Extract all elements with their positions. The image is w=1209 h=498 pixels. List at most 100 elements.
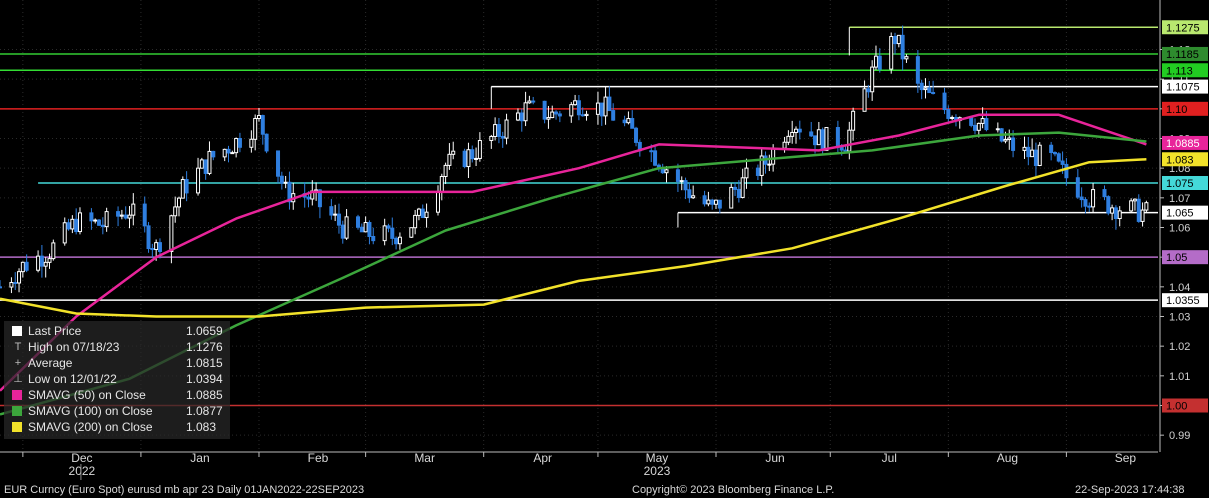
candle-body	[413, 214, 418, 229]
candle-body	[542, 100, 547, 120]
candle-body	[691, 195, 696, 199]
candle-body	[946, 109, 951, 119]
level-label: 1.083	[1166, 154, 1194, 166]
x-month-label: Jun	[765, 451, 784, 465]
candle-body	[603, 96, 608, 117]
candle-body	[409, 227, 414, 238]
candle-body	[333, 213, 338, 216]
candle-body	[1091, 189, 1096, 208]
candle-body	[226, 148, 231, 154]
candle-body	[180, 179, 185, 199]
legend-swatch	[12, 422, 22, 432]
y-tick-label: 1.06	[1169, 223, 1190, 235]
candle-body	[390, 227, 395, 239]
candle-body	[150, 248, 155, 251]
candle-body	[317, 189, 322, 208]
candle-body	[199, 159, 204, 169]
candle-body	[36, 255, 41, 271]
candle-body	[20, 261, 25, 273]
y-tick-label: 1.07	[1169, 193, 1190, 205]
x-axis: Dec Jan Feb Mar Apr May Jun Jul Aug Sep 2022 2023	[0, 451, 1158, 480]
candle-body	[813, 135, 818, 146]
candle-body	[611, 110, 616, 121]
candle-body	[622, 119, 627, 124]
candle-body	[359, 226, 364, 233]
candle-body	[847, 129, 852, 152]
level-label-box	[1162, 46, 1208, 61]
candle-body	[797, 128, 802, 133]
candle-body	[1087, 205, 1092, 208]
candle-body	[744, 167, 749, 179]
copyright-text: Copyright© 2023 Bloomberg Finance L.P.	[632, 484, 835, 496]
y-axis: 0.99 1.00 1.01 1.02 1.03 1.04 1.05 1.06 1.07 1.08…	[1159, 0, 1208, 452]
candle-body	[146, 225, 151, 250]
candle-body	[1132, 198, 1137, 202]
candle-body	[371, 235, 376, 242]
level-label-box	[1162, 135, 1208, 150]
candle-body	[253, 117, 258, 140]
candle-body	[717, 199, 722, 209]
candle-body	[24, 261, 29, 271]
candle-body	[824, 127, 829, 151]
level-label: 1.0355	[1166, 295, 1200, 307]
legend-swatch	[12, 406, 22, 416]
series-line	[0, 158, 1147, 318]
level-label: 1.1275	[1166, 22, 1200, 34]
candle-body	[889, 36, 894, 70]
candle-body	[100, 224, 105, 228]
legend-swatch	[12, 390, 22, 400]
level-label: 1.1075	[1166, 82, 1200, 94]
low-marker-icon: ⊥	[13, 373, 23, 385]
legend-label: SMAVG (200) on Close	[28, 420, 153, 434]
candle-body	[736, 188, 741, 198]
candle-body	[1026, 146, 1031, 158]
candle-body	[416, 208, 421, 216]
legend-value: 1.0877	[186, 404, 223, 418]
x-month-label: Apr	[533, 451, 552, 465]
candle-body	[256, 115, 261, 119]
candle-body	[230, 152, 235, 155]
candle-body	[1140, 209, 1145, 222]
legend-label: Last Price	[28, 324, 82, 338]
candle-body	[13, 282, 18, 285]
candle-body	[157, 242, 162, 252]
candle-body	[420, 208, 425, 219]
level-label-box	[1162, 152, 1208, 167]
candle-body	[131, 203, 136, 216]
candle-body	[634, 127, 639, 143]
candle-body	[767, 163, 772, 166]
candle-body	[336, 213, 341, 226]
candle-body	[237, 138, 242, 148]
candle-body	[169, 215, 174, 252]
x-month-label: Aug	[997, 451, 1018, 465]
candle-body	[51, 242, 56, 260]
candle-body	[142, 203, 147, 227]
candle-body	[1079, 196, 1084, 201]
candle-body	[203, 159, 208, 174]
y-tick-label: 1.02	[1169, 341, 1190, 353]
candle-body	[980, 118, 985, 124]
candle-body	[664, 169, 669, 174]
candle-body	[820, 129, 825, 151]
candle-body	[1113, 207, 1118, 220]
candle-body	[835, 127, 840, 148]
candle-body	[306, 196, 311, 200]
candle-body	[546, 117, 551, 120]
level-label: 1.10	[1166, 104, 1187, 116]
candle-body	[474, 157, 479, 160]
candle-body	[706, 199, 711, 205]
candle-body	[1033, 149, 1038, 166]
candle-body	[771, 147, 776, 165]
candle-body	[394, 237, 399, 245]
candle-body	[710, 199, 715, 205]
candle-body	[276, 150, 281, 177]
candle-body	[755, 167, 760, 176]
legend-label: High on 07/18/23	[28, 340, 120, 354]
candle-body	[1003, 138, 1008, 142]
x-month-label: May	[646, 451, 669, 465]
candle-body	[340, 224, 345, 239]
candle-body	[89, 212, 94, 222]
level-label: 1.05	[1166, 252, 1187, 264]
candle-body	[39, 255, 44, 267]
level-label: 1.0885	[1166, 138, 1200, 150]
